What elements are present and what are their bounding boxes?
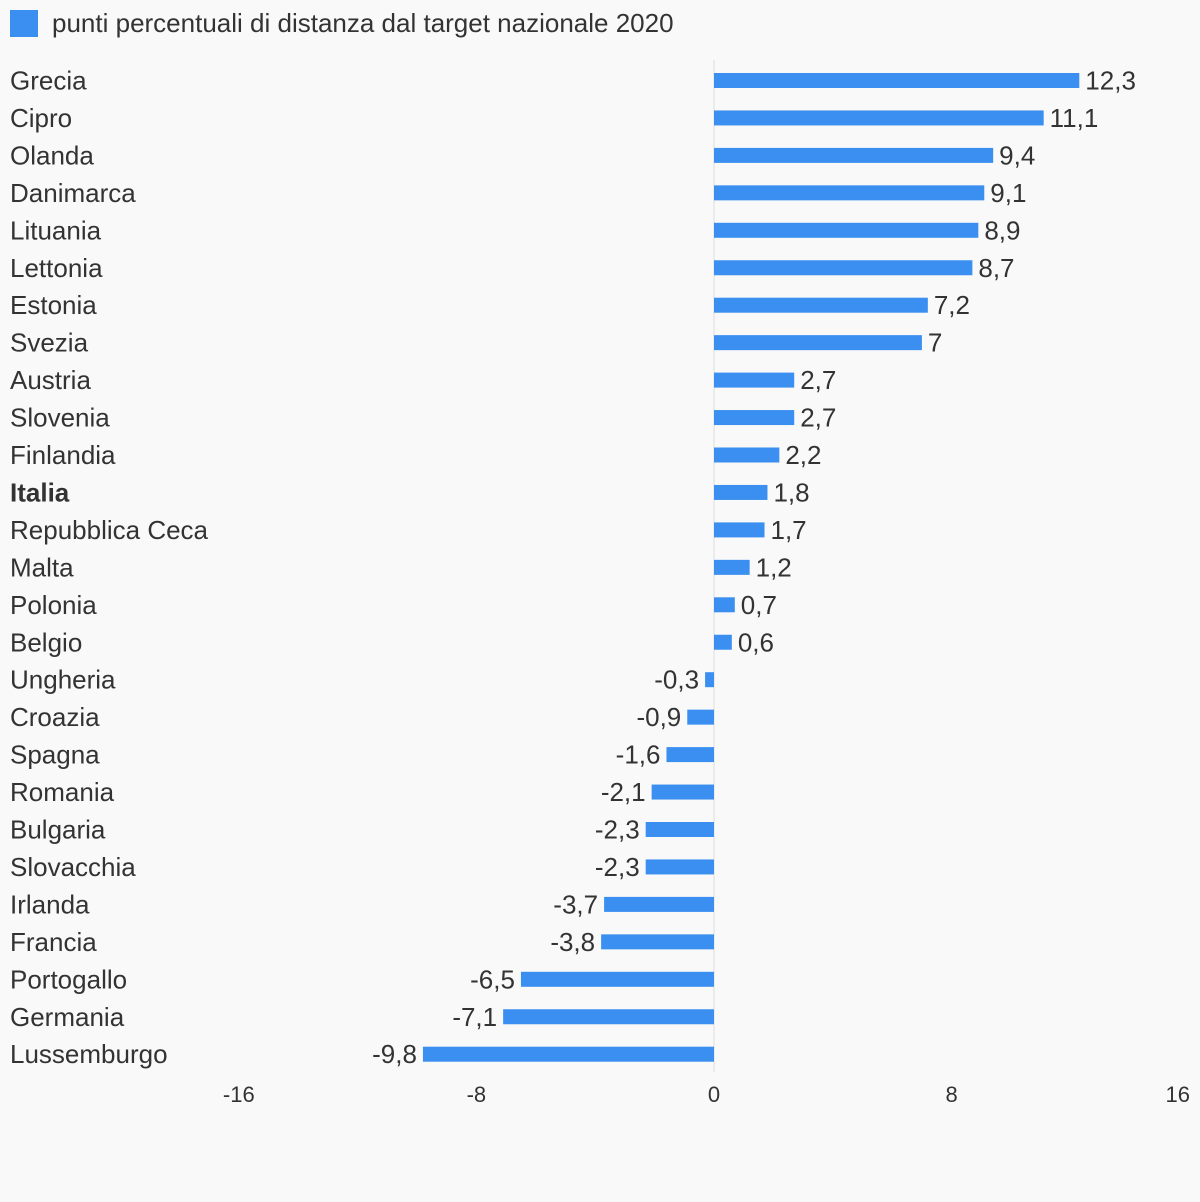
value-label: -3,7 [553, 889, 598, 919]
bar[interactable] [604, 896, 714, 912]
bar[interactable] [645, 822, 714, 837]
category-label: Malta [10, 552, 74, 582]
value-label: 2,7 [800, 403, 836, 433]
bar[interactable] [714, 484, 768, 500]
bar[interactable] [601, 934, 714, 950]
value-label: 7 [928, 328, 942, 358]
category-label: Cipro [10, 103, 72, 133]
category-label: Svezia [10, 328, 89, 358]
category-label: Estonia [10, 290, 97, 320]
category-label: Romania [10, 777, 115, 807]
value-label: -0,3 [654, 665, 699, 695]
bar[interactable] [714, 222, 979, 238]
bar[interactable] [705, 672, 714, 688]
value-label: 0,6 [738, 627, 774, 657]
value-label: 2,7 [800, 365, 836, 395]
category-label: Germania [10, 1002, 125, 1032]
bar[interactable] [520, 971, 714, 987]
bar[interactable] [687, 709, 714, 725]
bar[interactable] [714, 147, 994, 163]
value-label: 7,2 [934, 290, 970, 320]
category-label: Slovacchia [10, 852, 136, 882]
x-tick-label: 8 [945, 1082, 957, 1107]
value-label: 2,2 [785, 440, 821, 470]
value-label: 0,7 [741, 590, 777, 620]
bar[interactable] [714, 73, 1080, 88]
x-tick-label: 16 [1166, 1082, 1190, 1107]
legend-label: punti percentuali di distanza dal target… [52, 8, 674, 38]
category-label: Lettonia [10, 253, 103, 283]
bar[interactable] [714, 335, 922, 351]
category-label: Portogallo [10, 964, 127, 994]
bar[interactable] [714, 559, 750, 575]
value-label: -3,8 [550, 927, 595, 957]
value-label: -9,8 [372, 1039, 417, 1069]
value-label: -2,3 [595, 815, 640, 845]
bar[interactable] [645, 859, 714, 875]
value-label: 8,7 [978, 253, 1014, 283]
bar[interactable] [714, 372, 795, 388]
bar[interactable] [714, 634, 732, 650]
category-label: Irlanda [10, 889, 90, 919]
value-label: 8,9 [984, 215, 1020, 245]
x-tick-label: -16 [223, 1082, 255, 1107]
x-tick-label: 0 [708, 1082, 720, 1107]
bar[interactable] [714, 260, 973, 276]
value-label: 11,1 [1050, 103, 1099, 133]
bar[interactable] [422, 1046, 714, 1062]
legend: punti percentuali di distanza dal target… [10, 8, 674, 39]
value-label: -2,3 [595, 852, 640, 882]
category-label: Lussemburgo [10, 1039, 168, 1069]
category-label: Finlandia [10, 440, 116, 470]
bar[interactable] [714, 297, 928, 313]
value-label: -0,9 [636, 702, 681, 732]
value-label: 1,8 [773, 477, 809, 507]
category-label: Grecia [10, 66, 87, 96]
bar[interactable] [714, 410, 795, 426]
bar[interactable] [666, 747, 714, 763]
bar[interactable] [714, 522, 765, 538]
category-label: Bulgaria [10, 815, 106, 845]
value-label: -7,1 [452, 1002, 497, 1032]
category-label: Lituania [10, 215, 102, 245]
category-label: Italia [10, 477, 70, 507]
category-label: Austria [10, 365, 91, 395]
value-label: 12,3 [1085, 66, 1136, 96]
category-label: Ungheria [10, 665, 116, 695]
value-label: -1,6 [616, 740, 661, 770]
category-label: Belgio [10, 627, 82, 657]
value-label: 1,7 [770, 515, 806, 545]
bar[interactable] [714, 597, 735, 613]
category-label: Danimarca [10, 178, 136, 208]
value-label: 9,4 [999, 140, 1035, 170]
value-label: 1,2 [756, 552, 792, 582]
category-label: Polonia [10, 590, 97, 620]
category-label: Slovenia [10, 403, 110, 433]
bar[interactable] [714, 110, 1044, 126]
value-label: 9,1 [990, 178, 1026, 208]
legend-swatch [10, 10, 38, 37]
category-label: Croazia [10, 702, 100, 732]
category-label: Spagna [10, 740, 100, 770]
category-label: Olanda [10, 140, 94, 170]
x-tick-label: -8 [467, 1082, 487, 1107]
value-label: -2,1 [601, 777, 646, 807]
bar[interactable] [714, 185, 985, 201]
bar[interactable] [714, 447, 780, 463]
bar[interactable] [503, 1009, 714, 1025]
value-label: -6,5 [470, 964, 515, 994]
category-label: Francia [10, 927, 97, 957]
category-label: Repubblica Ceca [10, 515, 209, 545]
bar[interactable] [651, 784, 714, 800]
